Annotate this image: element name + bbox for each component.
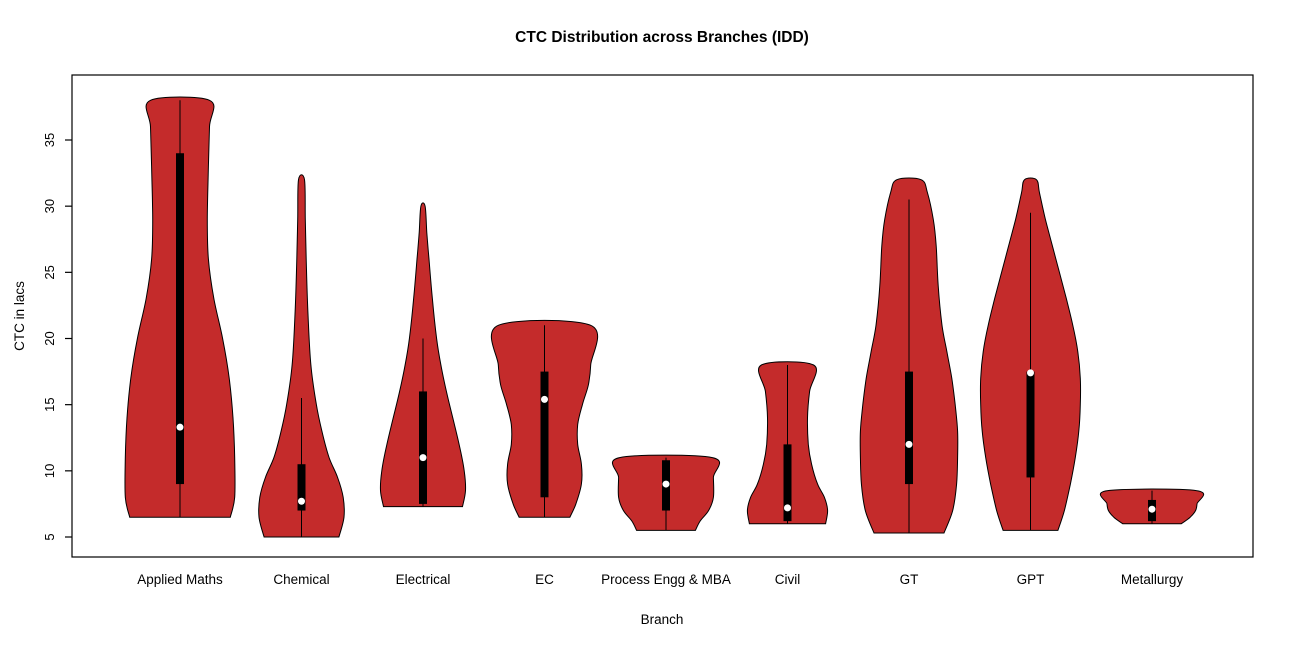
median-dot-gt: [905, 440, 913, 448]
iqr-box-chemical: [297, 464, 306, 511]
y-tick-label: 5: [42, 533, 57, 540]
median-dot-ec: [541, 395, 548, 403]
y-tick-label: 35: [42, 133, 57, 147]
iqr-box-gpt: [1026, 371, 1035, 478]
iqr-box-ec: [540, 371, 549, 498]
median-dot-process-engg-mba: [662, 480, 670, 488]
x-category-label-metallurgy: Metallurgy: [1121, 572, 1184, 587]
median-dot-metallurgy: [1148, 505, 1156, 513]
median-dot-gpt: [1027, 369, 1034, 377]
plot-border: [71, 74, 1254, 558]
x-category-label-process-engg-mba: Process Engg & MBA: [601, 572, 731, 587]
plot-area: 5 10 15 20 25 30 35 Applied Maths Chemical Electr…: [42, 74, 1254, 587]
iqr-box-civil: [783, 444, 792, 522]
y-tick-label: 20: [42, 331, 57, 345]
y-tick-label: 25: [42, 265, 57, 279]
iqr-box-gt: [905, 371, 913, 485]
median-dot-civil: [784, 504, 791, 512]
median-dot-electrical: [419, 454, 427, 462]
y-tick-label: 30: [42, 199, 57, 213]
median-dot-chemical: [298, 497, 305, 505]
x-category-label-civil: Civil: [775, 572, 801, 587]
x-category-label-applied-maths: Applied Maths: [137, 572, 223, 587]
y-axis-label: CTC in lacs: [12, 281, 27, 351]
violin-chemical: [258, 174, 345, 538]
chart-title: CTC Distribution across Branches (IDD): [515, 29, 809, 46]
y-tick-label: 10: [42, 464, 57, 478]
iqr-box-applied-maths: [176, 153, 184, 485]
median-dot-applied-maths: [176, 423, 184, 431]
y-tick-label: 15: [42, 397, 57, 411]
x-category-label-gt: GT: [900, 572, 919, 587]
x-category-label-gpt: GPT: [1017, 572, 1045, 587]
iqr-box-electrical: [419, 391, 427, 504]
x-category-label-chemical: Chemical: [273, 572, 329, 587]
x-category-label-ec: EC: [535, 572, 554, 587]
x-axis-label: Branch: [641, 612, 684, 627]
x-category-label-electrical: Electrical: [396, 572, 451, 587]
